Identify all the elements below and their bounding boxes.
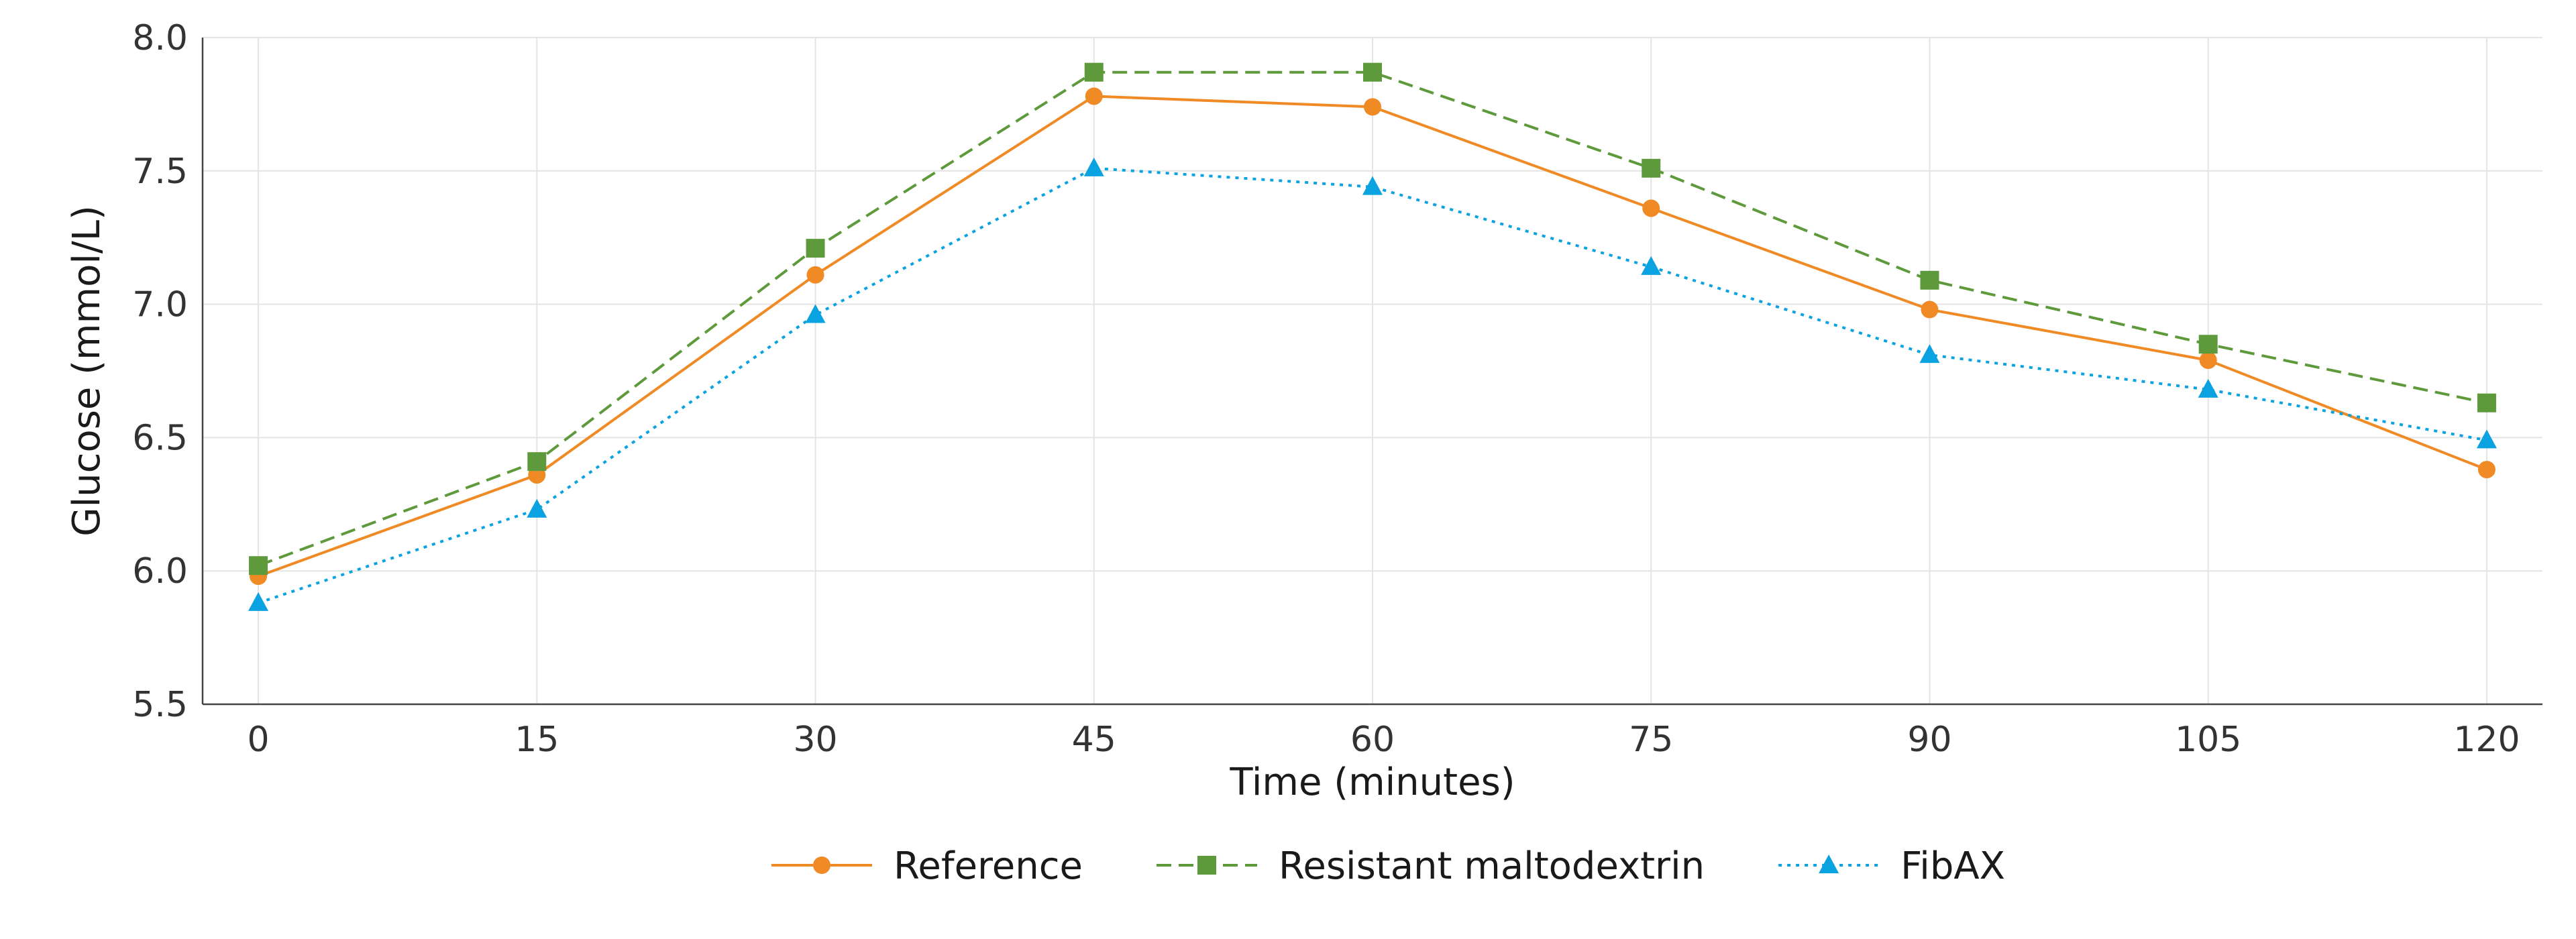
legend-label: FibAX: [1900, 844, 2005, 888]
x-tick-label: 0: [248, 720, 270, 760]
data-point: [1362, 176, 1383, 195]
data-point: [1921, 300, 1939, 319]
data-point: [1084, 62, 1104, 82]
data-point: [527, 452, 547, 472]
data-point: [1919, 344, 1940, 364]
x-tick-label: 90: [1907, 720, 1951, 760]
x-tick-label: 30: [793, 720, 837, 760]
data-point: [2477, 461, 2496, 479]
series-line: [258, 70, 2487, 567]
data-series: [248, 62, 2497, 611]
data-point: [2199, 351, 2217, 370]
x-tick-label: 15: [515, 720, 559, 760]
x-tick-labels: 0 15 30 45 60 75 90 105 120: [248, 720, 2520, 760]
data-point: [2198, 335, 2218, 354]
grid-lines: [203, 37, 2542, 705]
series-resistant-maltodextrin: [249, 62, 2496, 575]
data-point: [805, 304, 826, 323]
x-tick-label: 60: [1350, 720, 1395, 760]
legend: Reference Resistant maltodextrin FibAX: [771, 844, 2005, 888]
data-point: [1920, 270, 1939, 290]
data-point: [1642, 199, 1660, 217]
x-tick-label: 105: [2175, 720, 2241, 760]
data-point: [1363, 62, 1382, 82]
data-point: [527, 498, 547, 518]
data-point: [2198, 378, 2218, 398]
data-point: [1083, 157, 1104, 176]
legend-item: Reference: [771, 844, 1083, 888]
data-point: [2477, 393, 2496, 412]
y-axis-label: Glucose (mmol/L): [65, 205, 109, 537]
legend-label: Resistant maltodextrin: [1279, 844, 1705, 888]
y-tick-label: 6.0: [132, 551, 188, 592]
x-tick-label: 45: [1072, 720, 1116, 760]
data-point: [1642, 158, 1661, 178]
data-point: [806, 239, 825, 258]
y-tick-label: 7.0: [132, 285, 188, 325]
axes: [201, 38, 2542, 706]
y-tick-labels: 5.5 6.0 6.5 7.0 7.5 8.0: [132, 18, 188, 725]
x-tick-label: 120: [2453, 720, 2520, 760]
legend-item: FibAX: [1778, 844, 2005, 888]
y-tick-label: 7.5: [132, 152, 188, 192]
data-point: [1364, 98, 1381, 116]
legend-label: Reference: [894, 844, 1083, 888]
x-tick-label: 75: [1629, 720, 1673, 760]
x-axis-label: Time (minutes): [1229, 761, 1515, 804]
data-point: [806, 266, 824, 284]
data-point: [1085, 87, 1103, 105]
y-tick-label: 5.5: [132, 685, 188, 725]
series-reference: [250, 87, 2496, 586]
legend-marker: [1819, 854, 1839, 873]
series-fibax: [248, 157, 2497, 611]
legend-item: Resistant maltodextrin: [1157, 844, 1705, 888]
data-point: [248, 592, 269, 611]
data-point: [249, 556, 268, 575]
data-point: [2476, 429, 2497, 449]
data-point: [1641, 256, 1662, 275]
legend-marker: [1197, 856, 1216, 875]
legend-marker: [813, 857, 830, 874]
y-tick-label: 6.5: [132, 418, 188, 458]
y-tick-label: 8.0: [132, 18, 188, 58]
